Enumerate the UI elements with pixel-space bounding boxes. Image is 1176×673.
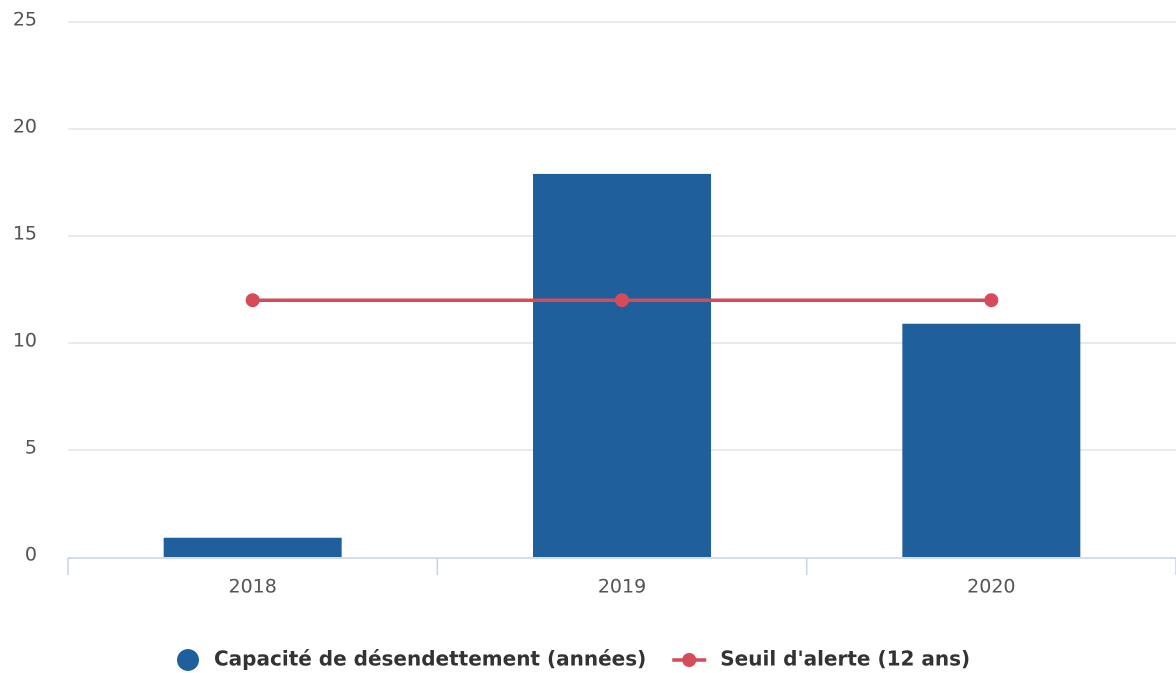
bar (902, 323, 1081, 557)
x-tick-label: 2020 (967, 576, 1015, 598)
y-tick-label: 15 (13, 223, 37, 245)
y-tick-label: 25 (13, 9, 37, 31)
bar (533, 173, 711, 557)
bar (163, 537, 342, 557)
y-tick-label: 10 (13, 330, 37, 352)
line-point (984, 293, 999, 308)
legend-label: Seuil d'alerte (12 ans) (720, 647, 970, 671)
line-point (245, 293, 260, 308)
legend-symbol (177, 649, 199, 671)
legend-label: Capacité de désendettement (années) (214, 647, 646, 671)
x-tick-label: 2018 (228, 576, 276, 598)
legend-symbol (682, 653, 697, 667)
line-point (615, 293, 629, 308)
y-tick-label: 20 (13, 116, 37, 138)
x-tick-label: 2019 (598, 576, 646, 598)
y-tick-label: 5 (25, 437, 37, 459)
y-tick-label: 0 (25, 544, 37, 566)
